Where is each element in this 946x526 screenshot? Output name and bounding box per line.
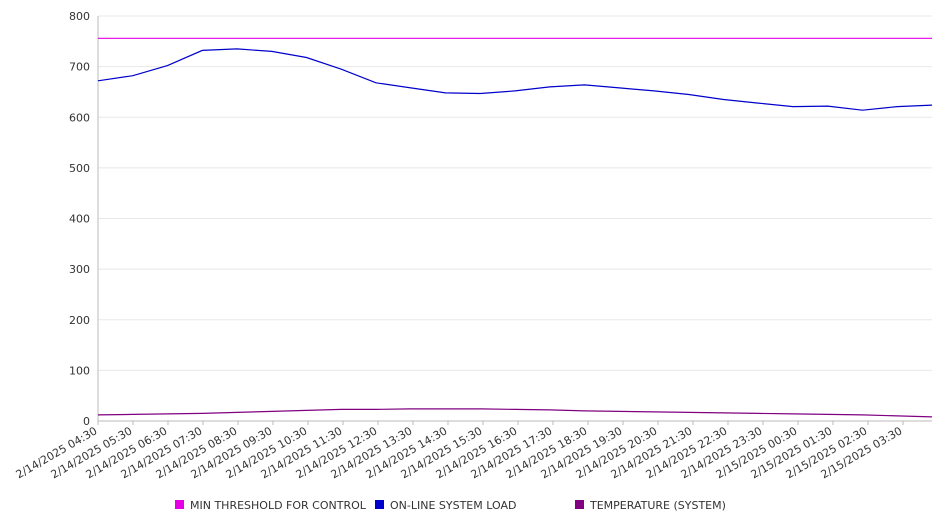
y-tick-label: 300 [69, 263, 90, 276]
legend-swatch [375, 500, 384, 509]
legend-swatch [175, 500, 184, 509]
legend-label: MIN THRESHOLD FOR CONTROL [190, 499, 367, 512]
series-lines [97, 37, 933, 418]
y-tick-label: 400 [69, 213, 90, 226]
legend-label: TEMPERATURE (SYSTEM) [589, 499, 726, 512]
y-tick-label: 500 [69, 162, 90, 175]
y-tick-label: 200 [69, 314, 90, 327]
y-tick-label: 700 [69, 61, 90, 74]
grid [98, 15, 932, 422]
series-line-1 [97, 48, 933, 111]
legend-label: ON-LINE SYSTEM LOAD [390, 499, 516, 512]
legend-swatch [575, 500, 584, 509]
y-tick-label: 800 [69, 10, 90, 23]
series-line-2 [97, 408, 933, 418]
legend: MIN THRESHOLD FOR CONTROL ON-LINE SYSTEM … [175, 499, 726, 512]
x-axis-ticks: 2/14/2025 04:302/14/2025 05:302/14/2025 … [14, 421, 905, 481]
y-tick-label: 600 [69, 111, 90, 124]
y-tick-label: 100 [69, 364, 90, 377]
y-axis-ticks: 0 100 200 300 400 500 600 700 800 [69, 10, 90, 428]
axes [97, 16, 932, 422]
y-tick-label: 0 [83, 415, 90, 428]
